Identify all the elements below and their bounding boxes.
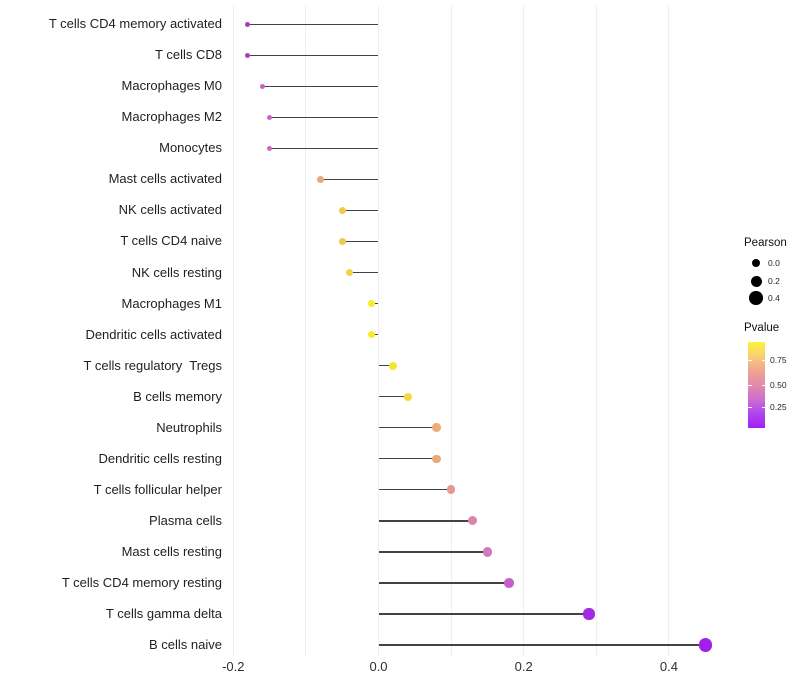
- lollipop-stem: [378, 644, 706, 646]
- y-axis-label: T cells regulatory Tregs: [83, 357, 222, 373]
- lollipop-stem: [378, 613, 590, 615]
- lollipop-dot: [317, 176, 324, 183]
- x-axis-tick-label: 0.4: [659, 659, 678, 674]
- lollipop-dot: [245, 52, 251, 58]
- y-axis-label: T cells CD4 memory activated: [48, 16, 222, 32]
- y-axis-label: T cells CD8: [155, 47, 222, 63]
- y-axis-label: Plasma cells: [149, 512, 222, 528]
- lollipop-dot: [338, 238, 346, 245]
- lollipop-stem: [349, 271, 379, 274]
- lollipop-dot: [259, 83, 266, 90]
- lollipop-stem: [378, 395, 408, 398]
- y-axis-label: B cells naive: [149, 637, 222, 652]
- lollipop-dot: [266, 114, 273, 121]
- legend-pvalue-label: 0.75: [770, 355, 787, 365]
- y-axis-label: B cells memory: [133, 388, 222, 404]
- legend-pvalue-tick: [761, 407, 765, 408]
- lollipop-dot: [403, 392, 412, 401]
- lollipop-stem: [378, 551, 488, 553]
- lollipop-dot: [446, 485, 456, 495]
- x-axis-tick-label: -0.2: [222, 659, 245, 674]
- y-axis-label: Mast cells activated: [108, 171, 222, 187]
- legend-color-title: Pvalue: [744, 322, 780, 334]
- lollipop-stem: [269, 147, 379, 150]
- y-axis-label: Dendritic cells activated: [85, 326, 222, 342]
- y-axis-label: Monocytes: [159, 140, 222, 156]
- legend-pvalue-label: 0.50: [770, 380, 787, 390]
- legend-pvalue-tick: [748, 360, 752, 361]
- lollipop-stem: [247, 23, 379, 25]
- gridline: [668, 6, 670, 656]
- legend-size-label: 0.0: [768, 258, 780, 268]
- x-axis-tick-label: 0.0: [369, 659, 388, 674]
- lollipop-dot: [367, 299, 375, 308]
- lollipop-stem: [378, 582, 510, 584]
- lollipop-dot: [367, 330, 375, 339]
- lollipop-dot: [468, 516, 478, 526]
- lollipop-dot: [698, 638, 712, 652]
- legend-size-label: 0.2: [768, 276, 780, 286]
- lollipop-dot: [432, 423, 441, 432]
- lollipop-stem: [320, 178, 379, 181]
- legend-pvalue-tick: [761, 360, 765, 361]
- y-axis-label: T cells gamma delta: [105, 605, 222, 621]
- pvalue-gradient-bar: [748, 342, 765, 428]
- y-axis-label: T cells CD4 naive: [120, 233, 222, 249]
- lollipop-dot: [504, 578, 515, 588]
- legend-pvalue-label: 0.25: [770, 402, 787, 412]
- legend-size-dot: [750, 275, 762, 287]
- y-axis-label: Macrophages M0: [121, 78, 222, 94]
- legend-size-title: Pearson: [744, 237, 787, 249]
- lollipop-dot: [345, 269, 353, 277]
- y-axis-label: T cells CD4 memory resting: [61, 574, 222, 590]
- lollipop-stem: [378, 520, 473, 522]
- lollipop-dot: [338, 207, 346, 214]
- lollipop-stem: [262, 85, 379, 87]
- lollipop-stem: [378, 427, 437, 429]
- lollipop-stem: [342, 240, 379, 243]
- lollipop-dot: [389, 361, 397, 370]
- legend-pvalue-tick: [748, 407, 752, 408]
- y-axis-label: Neutrophils: [156, 419, 222, 435]
- legend-size-label: 0.4: [768, 293, 780, 303]
- y-axis-label: NK cells resting: [131, 264, 222, 280]
- gridline: [232, 6, 234, 656]
- y-axis-label: T cells follicular helper: [93, 481, 222, 497]
- lollipop-stem: [378, 489, 452, 491]
- lollipop-stem: [378, 458, 437, 460]
- lollipop-stem: [378, 364, 394, 367]
- gridline: [305, 6, 307, 656]
- y-axis-labels: T cells CD4 memory activated T cells CD8 M…: [0, 0, 222, 700]
- lollipop-stem: [342, 209, 379, 212]
- y-axis-label: NK cells activated: [118, 202, 222, 218]
- y-axis-label: Dendritic cells resting: [98, 450, 222, 466]
- legend-pvalue-tick: [748, 385, 752, 386]
- gridline: [595, 6, 597, 656]
- legend-size-dot: [751, 258, 761, 268]
- lollipop-dot: [482, 547, 493, 557]
- lollipop-stem: [247, 54, 379, 56]
- gridline: [450, 6, 452, 656]
- y-axis-label: Mast cells resting: [121, 543, 222, 559]
- legend-pvalue-tick: [761, 385, 765, 386]
- lollipop-dot: [583, 608, 595, 620]
- y-axis-label: Macrophages M2: [121, 109, 222, 125]
- lollipop-dot: [245, 21, 251, 27]
- gridline: [378, 6, 379, 656]
- legend-size-dot: [749, 291, 763, 305]
- y-axis-label: Macrophages M1: [121, 295, 222, 311]
- x-axis-tick-label: 0.2: [514, 659, 533, 674]
- lollipop-stem: [269, 116, 379, 118]
- gridline: [523, 6, 525, 656]
- lollipop-dot: [432, 454, 441, 463]
- lollipop-dot: [266, 145, 273, 152]
